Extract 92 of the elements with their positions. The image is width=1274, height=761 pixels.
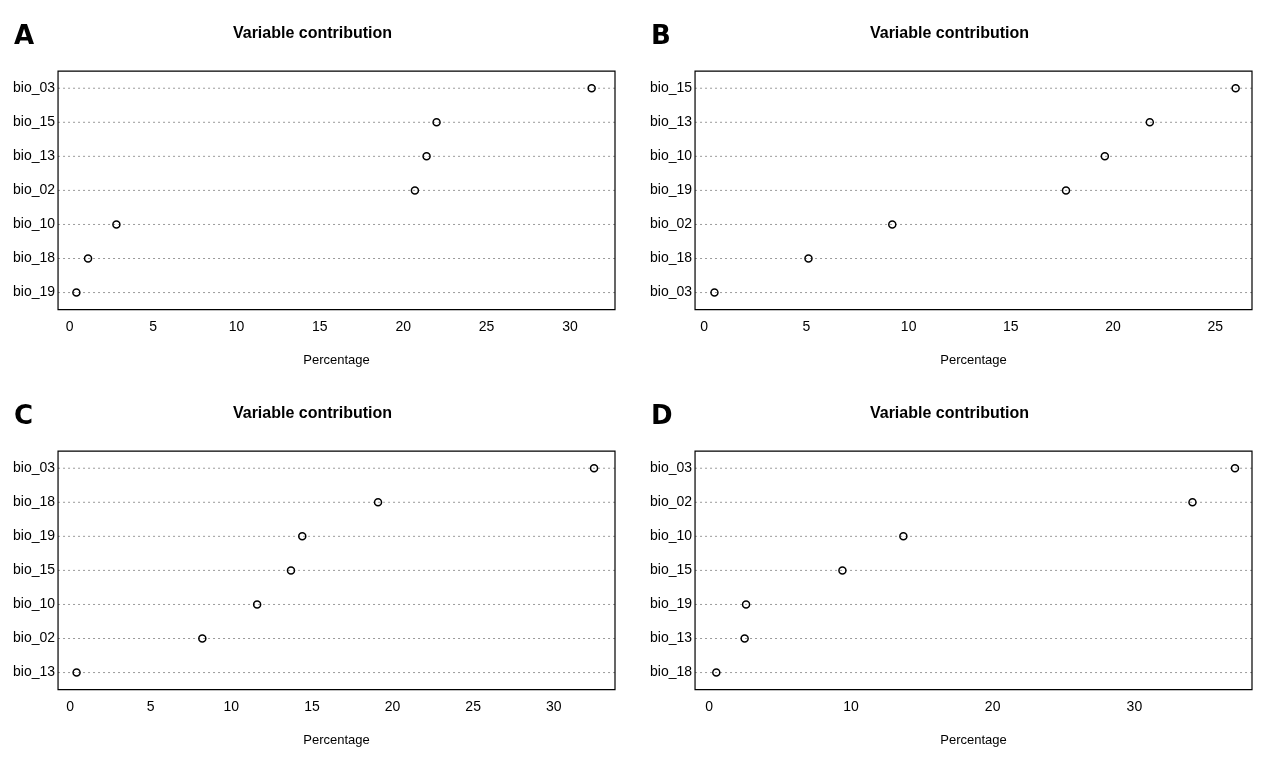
point	[422, 152, 431, 161]
y-tick-label: bio_15	[12, 561, 56, 578]
x-tick-label: 15	[312, 317, 328, 334]
point	[1230, 463, 1240, 473]
point	[587, 83, 596, 93]
x-tick-label: 25	[1207, 317, 1224, 334]
point	[1231, 83, 1240, 93]
x-axis-title: Percentage	[940, 351, 1007, 367]
point	[83, 254, 93, 263]
point	[72, 668, 81, 677]
x-tick-label: 10	[228, 317, 245, 334]
y-tick-label: bio_10	[12, 595, 56, 612]
x-tick-label: 15	[304, 697, 320, 714]
text: B	[651, 20, 671, 50]
y-tick-label: bio_13	[12, 147, 56, 164]
y-tick-label: bio_13	[649, 113, 693, 130]
x-tick-label: 10	[223, 697, 240, 714]
y-tick-label: bio_18	[12, 493, 56, 510]
point	[1100, 152, 1110, 161]
point	[589, 463, 599, 473]
y-tick-label: bio_19	[649, 595, 693, 612]
point	[432, 118, 441, 127]
x-tick-label: 20	[1105, 317, 1122, 334]
point	[838, 566, 847, 575]
x-tick-label: 0	[66, 697, 75, 714]
x-tick-label: 10	[843, 697, 859, 714]
y-tick-label: bio_13	[12, 663, 56, 680]
x-tick-label: 5	[149, 317, 158, 334]
x-tick-label: 30	[562, 317, 578, 334]
point	[252, 600, 262, 609]
point	[1145, 118, 1155, 127]
point	[373, 498, 383, 507]
chart-title: Variable contribution	[232, 24, 393, 42]
y-tick-label: bio_15	[649, 561, 693, 578]
point	[804, 254, 813, 263]
chart-title: Variable contribution	[232, 404, 393, 422]
chart-title: Variable contribution	[869, 404, 1030, 422]
y-tick-label: bio_10	[649, 147, 693, 164]
text: C	[14, 400, 34, 430]
x-tick-label: 25	[478, 317, 495, 334]
y-tick-label: bio_18	[649, 663, 693, 680]
y-tick-label: bio_03	[649, 283, 693, 300]
x-tick-label: 10	[900, 317, 917, 334]
y-tick-label: bio_19	[12, 527, 56, 544]
x-tick-label: 5	[802, 317, 811, 334]
y-tick-label: bio_10	[12, 215, 56, 232]
x-tick-label: 0	[705, 697, 714, 714]
y-tick-label: bio_03	[12, 459, 56, 476]
y-tick-label: bio_02	[649, 493, 693, 510]
y-tick-label: bio_13	[649, 629, 693, 646]
point	[298, 532, 307, 541]
chart-title: Variable contribution	[869, 24, 1030, 42]
x-axis-title: Percentage	[303, 351, 370, 367]
x-tick-label: 20	[984, 697, 1001, 714]
x-tick-label: 30	[1126, 697, 1143, 714]
x-tick-label: 20	[384, 697, 401, 714]
point	[112, 220, 121, 229]
point	[286, 566, 296, 575]
point	[1061, 186, 1071, 195]
point	[410, 186, 420, 195]
x-tick-label: 0	[700, 317, 709, 334]
y-tick-label: bio_02	[649, 215, 693, 232]
x-tick-label: 30	[545, 697, 562, 714]
point	[712, 668, 721, 677]
x-axis-title: Percentage	[940, 731, 1007, 747]
point	[710, 288, 719, 297]
x-tick-label: 5	[146, 697, 155, 714]
y-tick-label: bio_19	[649, 181, 693, 198]
text: A	[14, 20, 35, 50]
point	[740, 634, 749, 643]
point	[72, 288, 81, 297]
y-tick-label: bio_10	[649, 527, 693, 544]
x-tick-label: 0	[65, 317, 74, 334]
y-tick-label: bio_15	[649, 79, 693, 96]
point	[899, 532, 908, 541]
y-tick-label: bio_18	[12, 249, 56, 266]
x-tick-label: 20	[395, 317, 412, 334]
y-tick-label: bio_03	[12, 79, 56, 96]
x-axis-title: Percentage	[303, 731, 370, 747]
point	[198, 634, 207, 643]
y-tick-label: bio_19	[12, 283, 56, 300]
y-tick-label: bio_02	[12, 181, 56, 198]
y-tick-label: bio_18	[649, 249, 693, 266]
point	[1188, 498, 1197, 507]
text: D	[651, 400, 673, 430]
x-tick-label: 15	[1003, 317, 1019, 334]
x-tick-label: 25	[465, 697, 482, 714]
y-tick-label: bio_15	[12, 113, 56, 130]
y-tick-label: bio_03	[649, 459, 693, 476]
point	[741, 600, 751, 609]
point	[888, 220, 897, 229]
y-tick-label: bio_02	[12, 629, 56, 646]
